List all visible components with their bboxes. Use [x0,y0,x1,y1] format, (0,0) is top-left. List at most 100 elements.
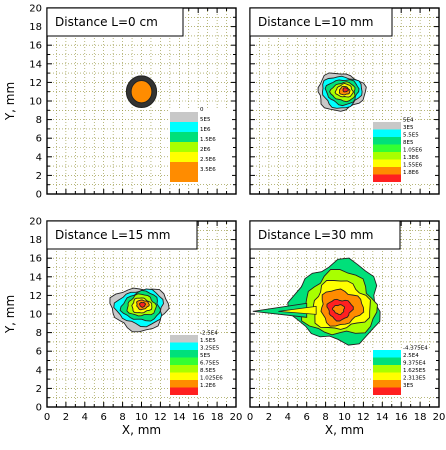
legend-swatch [373,350,401,358]
legend-swatch [373,167,401,175]
y-tick-label: 6 [36,347,42,358]
legend-label: 9.375E4 [403,361,426,367]
panel-1: 0 2 4 6 8 10 12 14 16 18 20 Y, mm Distance L=0 cm 0 5E… [3,4,237,201]
contour-1.2E6 [138,302,146,308]
x-tick-label: 16 [395,412,408,423]
x-tick-label: 14 [376,412,389,423]
x-axis-label: X, mm [325,423,364,437]
x-tick-label: 20 [230,412,243,423]
y-tick-label: 10 [29,310,42,321]
x-tick-label: 8 [322,412,328,423]
title-box [46,220,198,250]
legend-swatch [373,122,401,130]
legend-label: 2.313E5 [403,376,426,382]
legend-swatch [170,122,198,132]
legend-label: 1.05E6 [403,148,423,154]
x-tick-label: 18 [211,412,224,423]
x-tick-label: 12 [154,412,167,423]
contour-streak-inner [278,305,317,315]
legend-label: 2.5E6 [200,157,216,163]
x-tick-label: 6 [304,412,310,423]
y-tick-label: 8 [36,115,42,126]
legend-label: 1E6 [200,127,211,133]
legend-swatch [373,159,401,167]
legend-label: 3E5 [403,383,414,389]
panel-title: Distance L=0 cm [55,15,158,29]
legend-swatch [170,152,198,162]
x-axis-label: X, mm [122,423,161,437]
legend-swatch [373,357,401,365]
legend-label: 5E4 [403,118,414,124]
x-tick-label: 8 [119,412,125,423]
y-tick-label: 6 [36,134,42,145]
y-tick-label: 2 [36,384,42,395]
x-tick-label: 2 [63,412,69,423]
y-tick-label: 10 [29,97,42,108]
legend-label: 3.5E6 [200,167,216,173]
legend-swatch [170,387,198,395]
y-tick-label: 4 [36,152,42,163]
x-tick-label: 14 [173,412,186,423]
x-tick-label: 10 [135,412,148,423]
contour-3E5 [331,304,346,316]
x-tick-label: 2 [266,412,272,423]
legend-swatch [170,342,198,350]
x-tick-label: 4 [82,412,88,423]
y-tick-label: 4 [36,365,42,376]
y-tick-label: 12 [29,291,42,302]
y-tick-label: 14 [29,272,42,283]
legend-label: 6.75E5 [200,361,220,367]
legend-label: 2E6 [200,147,211,153]
x-tick-label: 0 [247,412,253,423]
y-tick-label: 12 [29,78,42,89]
legend-swatch [170,335,198,343]
legend-swatch [373,152,401,160]
legend-swatch [373,137,401,145]
legend-label: 0 [200,107,204,113]
legend-swatch [373,380,401,388]
legend-label: 1.3E6 [403,155,419,161]
y-tick-label: 16 [29,254,42,265]
y-tick-label: 0 [36,190,42,201]
y-tick-label: 18 [29,235,42,246]
x-tick-label: 16 [192,412,205,423]
legend-label: 1.5E6 [200,137,216,143]
y-tick-label: 18 [29,22,42,33]
legend-swatch [373,372,401,380]
legend-swatch [373,144,401,152]
legend-swatch [373,387,401,395]
legend-swatch [373,365,401,373]
legend-label: 3.25E5 [200,346,220,352]
panel-title: Distance L=30 mm [258,228,374,242]
y-axis-label: Y, mm [3,295,17,334]
y-tick-label: 2 [36,171,42,182]
panel-4: 0 2 4 6 8 10 12 14 16 18 20 X, mm Distance L=30 mm -4… [247,220,446,437]
legend-label: -2.5E4 [200,331,218,337]
legend-label: 1.025E6 [200,376,223,382]
legend-swatch [373,129,401,137]
title-box [46,7,184,37]
y-tick-label: 16 [29,41,42,52]
x-tick-label: 20 [433,412,446,423]
legend-label: 5.5E5 [403,133,419,139]
x-tick-label: 12 [357,412,370,423]
y-tick-label: 20 [29,217,42,228]
legend-swatch [170,372,198,380]
x-tick-label: 6 [101,412,107,423]
contour-1.8E6 [342,87,349,93]
legend-label: 1.625E5 [403,368,426,374]
x-tick-label: 18 [414,412,427,423]
title-box [249,220,401,250]
legend-swatch [170,142,198,152]
legend-label: -4.375E4 [403,346,428,352]
legend-label: 5E5 [200,353,211,359]
legend-label: 1.5E5 [200,338,216,344]
x-tick-label: 4 [285,412,291,423]
legend-swatch [170,132,198,142]
legend-swatch [170,357,198,365]
legend-swatch [170,380,198,388]
legend-swatch [170,172,198,182]
x-tick-label: 10 [338,412,351,423]
